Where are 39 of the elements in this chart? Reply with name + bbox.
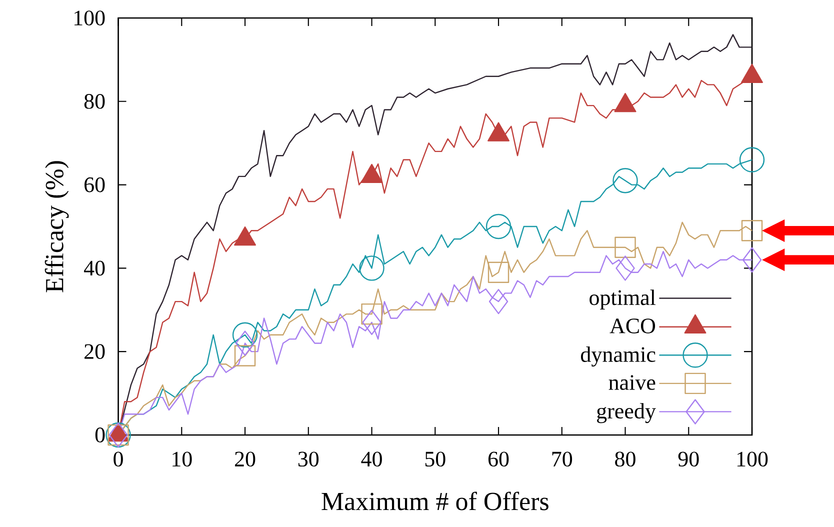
point (488, 288, 508, 314)
legend-label: ACO (610, 318, 656, 334)
point (232, 322, 258, 348)
x-tick-label: 10 (172, 452, 192, 467)
x-tick-label: 30 (298, 452, 319, 467)
point (234, 345, 256, 366)
x-tick-label: 50 (425, 452, 446, 467)
y-axis-title: Efficacy (%) (44, 161, 69, 292)
x-tick-label: 40 (361, 452, 382, 467)
point (616, 256, 635, 281)
point (235, 330, 255, 356)
legend-label: dynamic (580, 346, 656, 367)
point (362, 310, 382, 335)
point (614, 236, 636, 258)
x-tick-label: 70 (552, 452, 572, 467)
x-axis-title: Maximum # of Offers (322, 492, 548, 510)
legend-label: greedy (597, 403, 656, 424)
legend-label: naive (608, 375, 656, 390)
y-tick-label: 20 (84, 344, 105, 360)
y-tick-label: 0 (95, 428, 105, 442)
y-tick-label: 60 (84, 177, 105, 192)
point (741, 220, 763, 242)
point (486, 214, 512, 240)
point (739, 147, 765, 172)
point (742, 247, 762, 272)
x-tick-label: 100 (737, 452, 768, 467)
y-tick-label: 40 (84, 260, 105, 276)
x-tick-label: 90 (678, 452, 699, 467)
x-tick-label: 0 (114, 452, 123, 467)
point (488, 262, 510, 283)
point (612, 168, 638, 194)
point (361, 303, 382, 325)
x-tick-label: 60 (488, 452, 509, 467)
x-tick-label: 20 (234, 452, 256, 467)
legend-label: optimal (590, 290, 656, 310)
x-tick-label: 80 (615, 452, 636, 467)
y-tick-label: 80 (84, 94, 105, 109)
y-tick-label: 100 (74, 10, 105, 26)
point (359, 256, 384, 281)
